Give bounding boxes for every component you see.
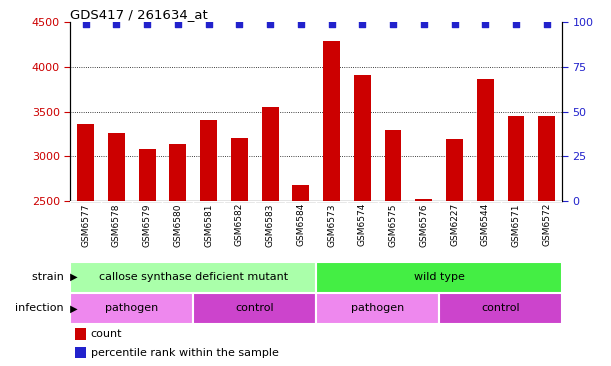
Bar: [508, 116, 524, 201]
Point: [327, 21, 337, 27]
Bar: [193, 293, 316, 324]
Bar: [354, 75, 371, 201]
Bar: [293, 185, 309, 201]
Text: GSM6576: GSM6576: [419, 203, 428, 247]
Text: GSM6574: GSM6574: [358, 203, 367, 246]
Text: control: control: [481, 303, 520, 313]
Text: infection: infection: [15, 303, 67, 313]
Bar: [70, 262, 316, 293]
Text: callose synthase deficient mutant: callose synthase deficient mutant: [98, 272, 288, 282]
Bar: [477, 79, 494, 201]
Point: [419, 21, 429, 27]
Text: ▶: ▶: [67, 272, 78, 282]
Point: [111, 21, 121, 27]
Text: percentile rank within the sample: percentile rank within the sample: [90, 348, 279, 358]
Text: pathogen: pathogen: [351, 303, 404, 313]
Text: GSM6572: GSM6572: [542, 203, 551, 246]
Bar: [108, 133, 125, 201]
Bar: [75, 347, 86, 358]
Bar: [231, 138, 248, 201]
Bar: [316, 293, 439, 324]
Text: GSM6582: GSM6582: [235, 203, 244, 246]
Text: control: control: [235, 303, 274, 313]
Bar: [77, 124, 94, 201]
Bar: [323, 41, 340, 201]
Text: count: count: [90, 329, 122, 339]
Text: GSM6577: GSM6577: [81, 203, 90, 247]
Point: [511, 21, 521, 27]
Bar: [70, 293, 193, 324]
Text: GSM6571: GSM6571: [511, 203, 521, 247]
Bar: [200, 120, 217, 201]
Text: GSM6584: GSM6584: [296, 203, 306, 246]
Text: ▶: ▶: [67, 303, 78, 313]
Text: strain: strain: [32, 272, 67, 282]
Point: [235, 21, 244, 27]
Point: [173, 21, 183, 27]
Point: [203, 21, 213, 27]
Text: GSM6544: GSM6544: [481, 203, 490, 246]
Point: [450, 21, 459, 27]
Text: GSM6581: GSM6581: [204, 203, 213, 247]
Bar: [316, 262, 562, 293]
Point: [81, 21, 90, 27]
Bar: [75, 328, 86, 340]
Text: GDS417 / 261634_at: GDS417 / 261634_at: [70, 8, 208, 21]
Text: pathogen: pathogen: [105, 303, 158, 313]
Point: [296, 21, 306, 27]
Bar: [384, 130, 401, 201]
Point: [388, 21, 398, 27]
Bar: [262, 107, 279, 201]
Point: [357, 21, 367, 27]
Text: GSM6227: GSM6227: [450, 203, 459, 246]
Bar: [139, 149, 156, 201]
Bar: [169, 144, 186, 201]
Bar: [538, 116, 555, 201]
Point: [542, 21, 552, 27]
Bar: [415, 199, 432, 201]
Text: GSM6583: GSM6583: [266, 203, 274, 247]
Text: GSM6578: GSM6578: [112, 203, 121, 247]
Bar: [439, 293, 562, 324]
Point: [265, 21, 275, 27]
Text: GSM6573: GSM6573: [327, 203, 336, 247]
Point: [142, 21, 152, 27]
Text: wild type: wild type: [414, 272, 464, 282]
Point: [480, 21, 490, 27]
Text: GSM6575: GSM6575: [389, 203, 398, 247]
Text: GSM6580: GSM6580: [174, 203, 182, 247]
Text: GSM6579: GSM6579: [142, 203, 152, 247]
Bar: [446, 139, 463, 201]
